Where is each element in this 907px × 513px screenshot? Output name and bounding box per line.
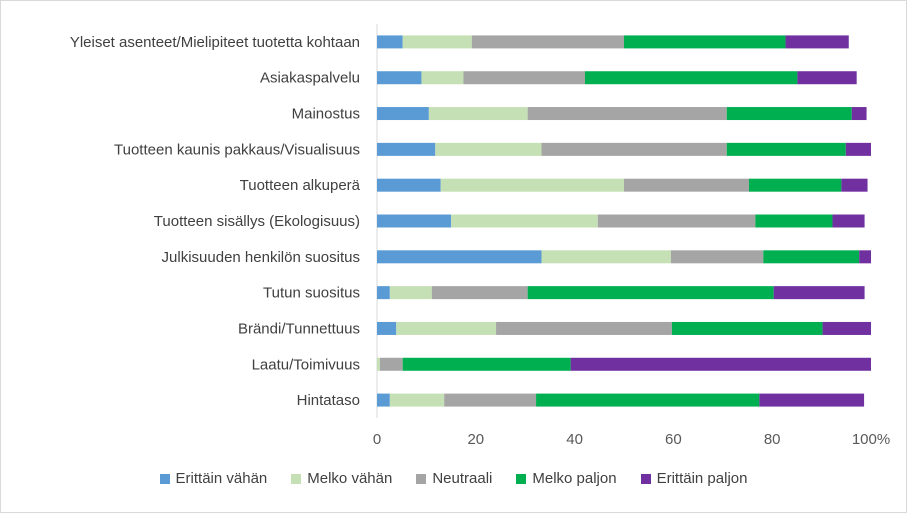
legend-swatch bbox=[416, 473, 427, 484]
category-label: Yleiset asenteet/Mielipiteet tuotetta ko… bbox=[70, 34, 360, 51]
bar-segment bbox=[435, 142, 542, 156]
category-label: Hintataso bbox=[297, 392, 360, 409]
legend-item: Melko paljon bbox=[516, 470, 617, 487]
x-tick-label: 60 bbox=[665, 431, 682, 448]
x-tick-label: 100% bbox=[852, 431, 890, 448]
bar-segment bbox=[379, 357, 403, 371]
bar-segment bbox=[822, 321, 871, 335]
bar-segment bbox=[726, 107, 852, 121]
legend-swatch bbox=[516, 473, 527, 484]
bar-segment bbox=[421, 71, 464, 85]
bar-segment bbox=[541, 250, 671, 264]
bar-segment bbox=[377, 393, 390, 407]
bar-segment bbox=[377, 214, 452, 228]
chart-legend: Erittäin vähän Melko vähän Neutraali Melko … bbox=[0, 470, 907, 487]
bar-segment bbox=[570, 357, 871, 371]
bar-segment bbox=[755, 214, 833, 228]
category-label: Asiakaspalvelu bbox=[260, 70, 360, 87]
bar-segment bbox=[402, 357, 571, 371]
bar-segment bbox=[428, 107, 528, 121]
bar-segment bbox=[763, 250, 860, 264]
bar-segment bbox=[377, 250, 542, 264]
legend-item: Erittäin paljon bbox=[640, 470, 748, 487]
bar-segment bbox=[851, 107, 867, 121]
bar-segment bbox=[832, 214, 865, 228]
bar-segment bbox=[597, 214, 756, 228]
x-tick-label: 0 bbox=[373, 431, 381, 448]
category-label: Laatu/Toimivuus bbox=[252, 356, 360, 373]
bar-segment bbox=[377, 286, 390, 300]
bar-segment bbox=[584, 71, 798, 85]
bar-segment bbox=[536, 393, 760, 407]
bar-segment bbox=[671, 321, 823, 335]
bar-segment bbox=[748, 178, 842, 192]
legend-swatch bbox=[159, 473, 170, 484]
bar-segment bbox=[451, 214, 598, 228]
legend-item: Erittäin vähän bbox=[159, 470, 268, 487]
bar-segment bbox=[845, 142, 871, 156]
category-label: Tuotteen kaunis pakkaus/Visualisuus bbox=[114, 141, 360, 158]
legend-label: Erittäin paljon bbox=[656, 470, 748, 487]
legend-item: Melko vähän bbox=[291, 470, 392, 487]
bar-segment bbox=[377, 71, 422, 85]
bar-segment bbox=[759, 393, 865, 407]
x-tick-label: 40 bbox=[566, 431, 583, 448]
bar-segment bbox=[527, 286, 774, 300]
legend-label: Melko paljon bbox=[532, 470, 617, 487]
bar-segment bbox=[377, 35, 403, 49]
category-label: Brändi/Tunnettuus bbox=[238, 320, 360, 337]
bar-segment bbox=[541, 142, 727, 156]
bar-segment bbox=[841, 178, 868, 192]
legend-swatch bbox=[291, 473, 302, 484]
bar-segment bbox=[377, 142, 436, 156]
legend-label: Neutraali bbox=[432, 470, 493, 487]
bar-segment bbox=[624, 35, 786, 49]
bar-segment bbox=[624, 178, 749, 192]
bar-segment bbox=[463, 71, 585, 85]
bar-segment bbox=[389, 393, 445, 407]
bar-segment bbox=[377, 321, 397, 335]
category-label: Tuotteen alkuperä bbox=[240, 177, 361, 194]
category-label: Julkisuuden henkilön suositus bbox=[162, 249, 360, 266]
legend-swatch bbox=[640, 473, 651, 484]
bar-segment bbox=[444, 393, 537, 407]
bar-segment bbox=[797, 71, 857, 85]
bar-segment bbox=[471, 35, 624, 49]
bar-segment bbox=[773, 286, 865, 300]
bar-segment bbox=[389, 286, 432, 300]
bar-segment bbox=[859, 250, 871, 264]
bar-segment bbox=[396, 321, 497, 335]
bar-segment bbox=[670, 250, 764, 264]
bar-segment bbox=[496, 321, 672, 335]
bar-segment bbox=[527, 107, 727, 121]
legend-label: Erittäin vähän bbox=[175, 470, 268, 487]
legend-item: Neutraali bbox=[416, 470, 492, 487]
bar-segment bbox=[440, 178, 624, 192]
bar-segment bbox=[726, 142, 846, 156]
bar-segment bbox=[377, 357, 380, 371]
legend-label: Melko vähän bbox=[307, 470, 393, 487]
bar-segment bbox=[377, 107, 429, 121]
x-tick-label: 80 bbox=[764, 431, 781, 448]
category-label: Mainostus bbox=[292, 106, 360, 123]
bar-segment bbox=[785, 35, 849, 49]
bar-segment bbox=[377, 178, 441, 192]
bar-segment bbox=[402, 35, 472, 49]
category-label: Tuotteen sisällys (Ekologisuus) bbox=[154, 213, 360, 230]
x-tick-label: 20 bbox=[467, 431, 484, 448]
category-label: Tutun suositus bbox=[263, 285, 360, 302]
bar-segment bbox=[431, 286, 528, 300]
